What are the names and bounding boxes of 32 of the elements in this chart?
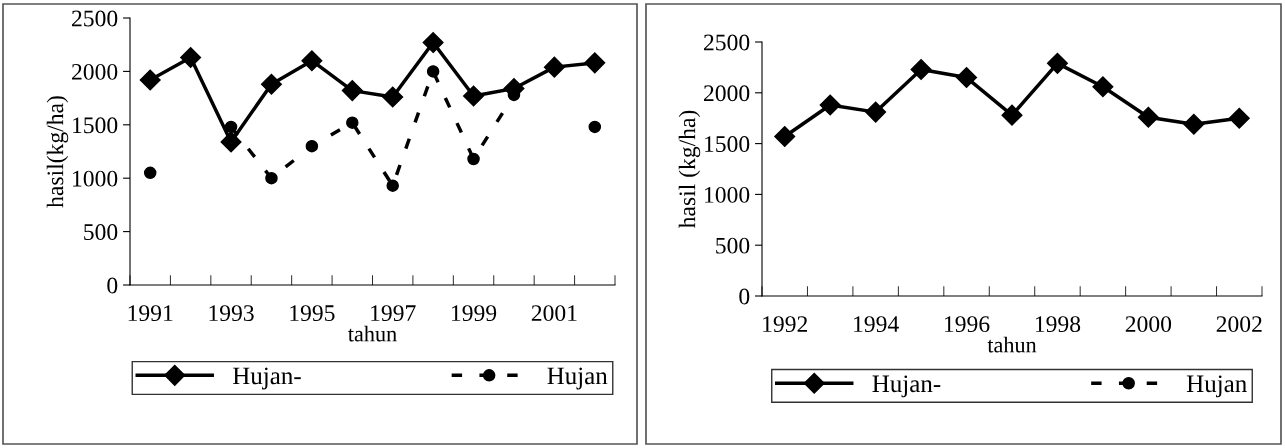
x-tick-label: 1996	[945, 316, 990, 333]
y-tick-label: 1500	[73, 117, 118, 134]
x-tick-label: 1991	[128, 305, 173, 322]
y-tick-label: 1500	[705, 136, 750, 153]
y-axis-title: hasil(kg/ha)	[46, 96, 69, 208]
x-tick-label: 1994	[854, 316, 899, 333]
y-tick-label: 0	[107, 277, 118, 294]
x-tick-label: 1998	[1035, 316, 1081, 333]
x-tick-label: 1992	[763, 316, 808, 333]
x-tick-label: 1993	[209, 305, 254, 322]
y-tick-label: 0	[739, 288, 750, 305]
x-axis-title: tahun	[987, 336, 1037, 353]
x-tick-label: 1995	[290, 305, 335, 322]
y-tick-label: 2500	[704, 34, 750, 51]
legend-label: Hujan-	[232, 367, 301, 390]
y-tick-label: 500	[84, 224, 118, 241]
x-tick-label: 1999	[452, 305, 497, 322]
y-tick-label: 1000	[73, 170, 118, 187]
legend-label: Hujan-	[872, 375, 941, 398]
x-axis-title: tahun	[348, 325, 397, 342]
y-tick-label: 500	[716, 237, 750, 254]
x-tick-label: 2000	[1125, 316, 1172, 333]
y-tick-label: 2000	[704, 85, 750, 102]
x-tick-label: 1997	[371, 305, 416, 322]
x-tick-label: 2001	[531, 305, 577, 322]
y-tick-label: 2000	[72, 63, 118, 80]
x-tick-label: 2002	[1216, 316, 1262, 333]
y-tick-label: 1000	[705, 186, 750, 203]
y-axis-title: hasil (kg/ha)	[678, 110, 701, 229]
legend-label: Hujan	[547, 367, 608, 390]
y-tick-label: 2500	[72, 10, 118, 27]
legend-label: Hujan	[1186, 375, 1247, 398]
